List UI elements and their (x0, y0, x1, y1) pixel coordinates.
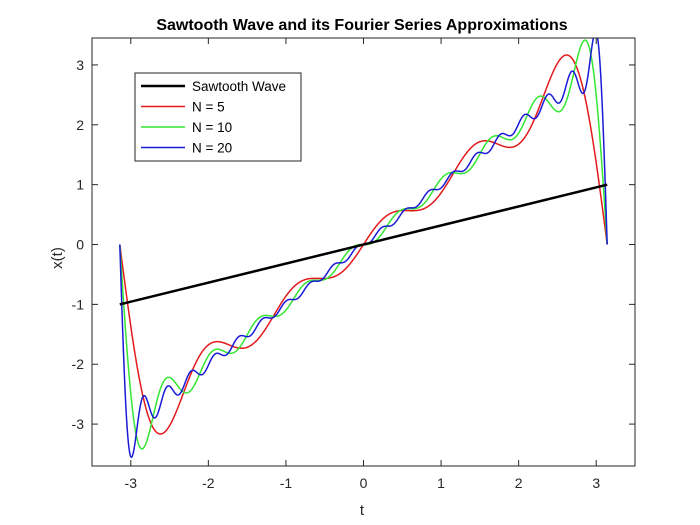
legend-entry: Sawtooth Wave (192, 79, 286, 94)
x-tick-label: -1 (280, 475, 293, 491)
x-tick-label: 2 (515, 475, 523, 491)
legend-entry: N = 5 (192, 100, 225, 115)
legend-box (134, 72, 302, 162)
x-tick-label: 3 (592, 475, 600, 491)
y-tick-label: 1 (76, 177, 84, 193)
legend: Sawtooth Wave N = 5 N = 10 N = 20 (134, 72, 302, 162)
x-tick-label: -3 (125, 475, 138, 491)
y-tick-label: -2 (72, 356, 85, 372)
y-tick-label: 2 (76, 117, 84, 133)
x-tick-label: 0 (360, 475, 368, 491)
y-tick-label: -3 (72, 416, 85, 432)
y-tick-label: -1 (72, 296, 85, 312)
legend-entry: N = 20 (192, 141, 232, 156)
chart-title: Sawtooth Wave and its Fourier Series App… (156, 17, 567, 34)
series-line-0 (119, 183, 608, 306)
series-layer (119, 38, 608, 458)
y-tick-label: 3 (76, 57, 84, 73)
x-tick-label: -2 (202, 475, 215, 491)
x-tick-label: 1 (437, 475, 445, 491)
y-axis-label: x(t) (49, 247, 66, 269)
x-axis-label: t (360, 502, 365, 519)
y-tick-label: 0 (76, 237, 84, 253)
legend-entry: N = 10 (192, 120, 232, 135)
axis-ticks: -3 -2 -1 0 1 2 3 -3 -2 -1 0 1 2 3 (72, 38, 635, 491)
